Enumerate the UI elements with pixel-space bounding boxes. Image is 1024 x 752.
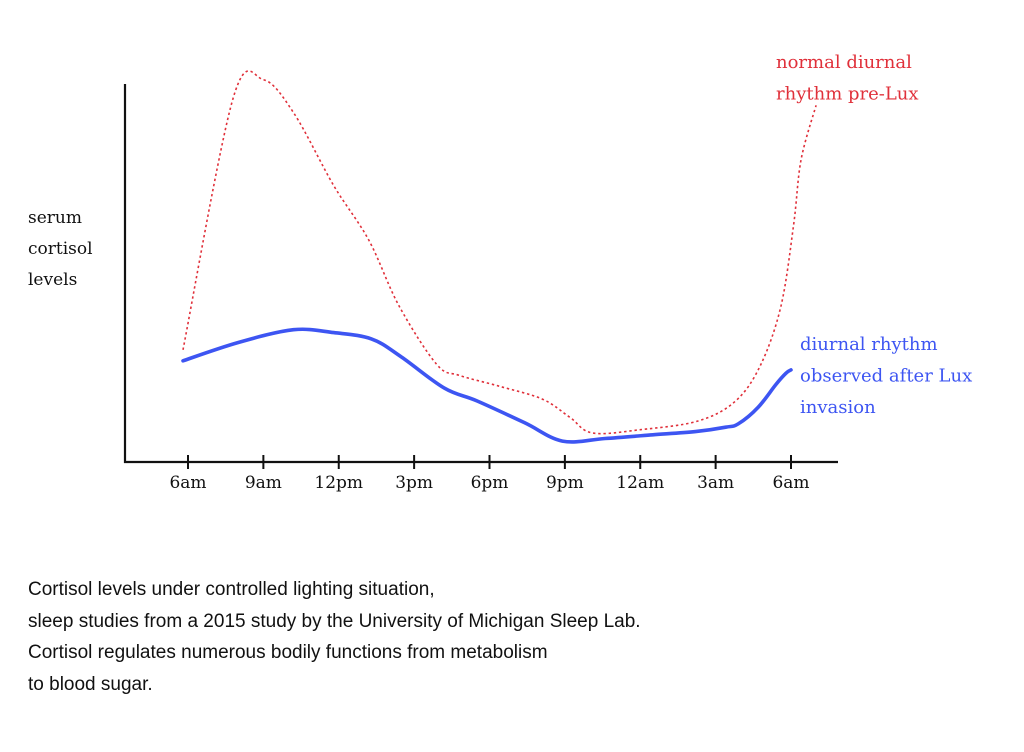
y-axis-label-line: cortisol <box>28 239 93 259</box>
x-tick-label: 12pm <box>314 473 363 493</box>
caption-line: Cortisol levels under controlled lightin… <box>28 579 435 600</box>
series-line-after-lux <box>181 327 793 444</box>
cortisol-chart: serum cortisol levels 6am 9am 12pm 3pm 6pm 9pm 1… <box>28 52 972 493</box>
y-axis-label-line: levels <box>28 270 77 290</box>
x-tick-label: 6am <box>169 473 206 493</box>
x-tick-label: 12am <box>616 473 664 493</box>
x-tick-label: 3am <box>697 473 734 493</box>
x-tick-label: 6am <box>772 473 809 493</box>
y-axis-label-line: serum <box>28 208 82 228</box>
y-axis-label: serum cortisol levels <box>28 208 93 290</box>
series-label-after-lux: invasion <box>800 397 876 418</box>
series-line-pre-lux <box>182 70 817 435</box>
x-tick-label: 3pm <box>395 473 433 493</box>
series-lines <box>181 70 817 444</box>
caption-line: sleep studies from a 2015 study by the U… <box>28 610 641 632</box>
figure-caption: Cortisol levels under controlled lightin… <box>28 574 928 700</box>
x-axis-ticks: 6am 9am 12pm 3pm 6pm 9pm 12am 3am 6am <box>169 455 810 493</box>
caption-line: to blood sugar. <box>28 673 153 695</box>
series-label-after-lux: observed after Lux <box>800 366 972 387</box>
series-label-after-lux: diurnal rhythm <box>800 334 938 355</box>
series-label-pre-lux: rhythm pre-Lux <box>776 84 919 105</box>
series-labels: normal diurnal rhythm pre-Lux diurnal rhyt… <box>776 52 972 418</box>
series-label-pre-lux: normal diurnal <box>776 52 912 73</box>
x-tick-label: 9am <box>245 473 282 493</box>
x-tick-label: 6pm <box>471 473 509 493</box>
x-tick-label: 9pm <box>546 473 584 493</box>
caption-line: Cortisol regulates numerous bodily funct… <box>28 642 548 663</box>
